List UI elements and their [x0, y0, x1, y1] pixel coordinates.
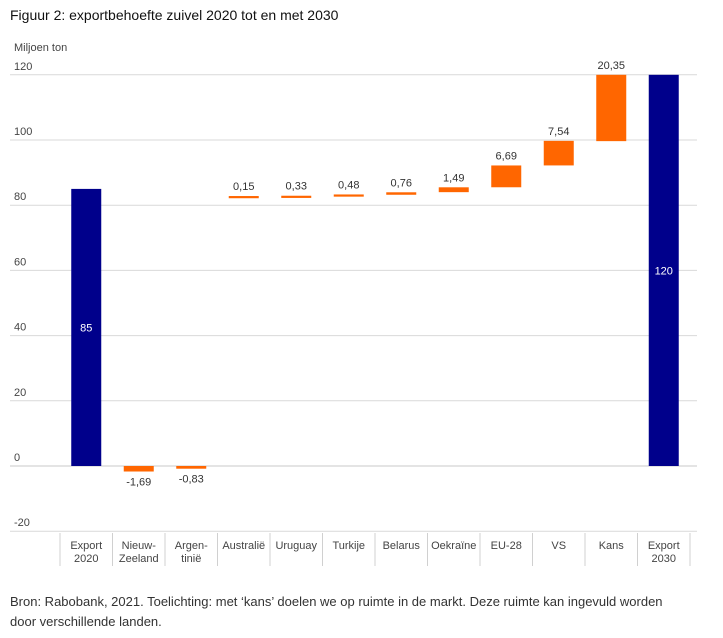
y-tick-label: 0 [14, 452, 20, 464]
bar-value-label: 6,69 [496, 150, 517, 162]
chart-title: Figuur 2: exportbehoefte zuivel 2020 tot… [10, 7, 339, 23]
source-caption: Bron: Rabobank, 2021. Toelichting: met ‘… [10, 594, 663, 629]
x-axis: Export2020Nieuw-ZeelandArgen-tiniëAustra… [59, 533, 691, 566]
bar-value-label: -1,69 [126, 477, 151, 489]
delta-bar [176, 466, 207, 469]
bar-value-label: 85 [80, 322, 92, 334]
bar-value-label: -0,83 [179, 474, 204, 486]
chart-svg: Miljoen ton 120 100 80 60 40 20 0 -20 85 -1,69 -0,… [10, 42, 697, 566]
data-labels: 85 -1,69 -0,83 0,15 0,33 0,48 0,76 1,49 6,69 7,54… [80, 60, 673, 489]
category-label: Argen- [175, 540, 208, 552]
category-label: Belarus [383, 540, 421, 552]
bar-value-label: 0,48 [338, 179, 359, 191]
bar-value-label: 120 [655, 265, 673, 277]
bar-value-label: 20,35 [597, 60, 625, 72]
delta-bar [438, 187, 469, 193]
y-tick-label: -20 [14, 517, 30, 529]
category-label: EU-28 [491, 540, 522, 552]
bars [71, 74, 679, 472]
category-label: Kans [599, 540, 625, 552]
y-tick-label: 100 [14, 126, 32, 138]
bar-value-label: 0,33 [286, 181, 307, 193]
y-tick-label: 40 [14, 322, 26, 334]
total-bar [71, 188, 102, 466]
bar-value-label: 1,49 [443, 172, 464, 184]
y-tick-label: 60 [14, 256, 26, 268]
category-label: Australië [222, 540, 265, 552]
delta-bar [123, 466, 154, 472]
y-tick-label: 80 [14, 191, 26, 203]
bar-value-label: 0,15 [233, 181, 254, 193]
category-label: Nieuw- [122, 540, 157, 552]
delta-bar [386, 192, 417, 195]
y-axis-title: Miljoen ton [14, 42, 67, 54]
category-label: 2020 [74, 553, 98, 565]
total-bar [648, 74, 679, 467]
category-label: Zeeland [119, 553, 159, 565]
gridlines [10, 74, 697, 532]
category-label: Export [70, 540, 102, 552]
delta-bar [333, 194, 364, 197]
delta-bar [491, 165, 522, 188]
category-label: Export [648, 540, 680, 552]
category-label: 2030 [652, 553, 676, 565]
category-label: Uruguay [275, 540, 317, 552]
y-tick-label: 120 [14, 61, 32, 73]
bar-value-label: 0,76 [391, 177, 412, 189]
delta-bar [281, 195, 312, 198]
category-label: VS [551, 540, 566, 552]
delta-bar [543, 140, 574, 166]
delta-bar [228, 196, 259, 199]
delta-bar [596, 74, 627, 142]
category-label: Oekraïne [431, 540, 476, 552]
y-axis: Miljoen ton 120 100 80 60 40 20 0 -20 [14, 42, 67, 529]
y-tick-label: 20 [14, 387, 26, 399]
category-label: tinië [181, 553, 201, 565]
waterfall-chart: Miljoen ton 120 100 80 60 40 20 0 -20 85 -1,69 -0,… [10, 42, 697, 566]
bar-value-label: 7,54 [548, 126, 569, 138]
category-label: Turkije [332, 540, 365, 552]
